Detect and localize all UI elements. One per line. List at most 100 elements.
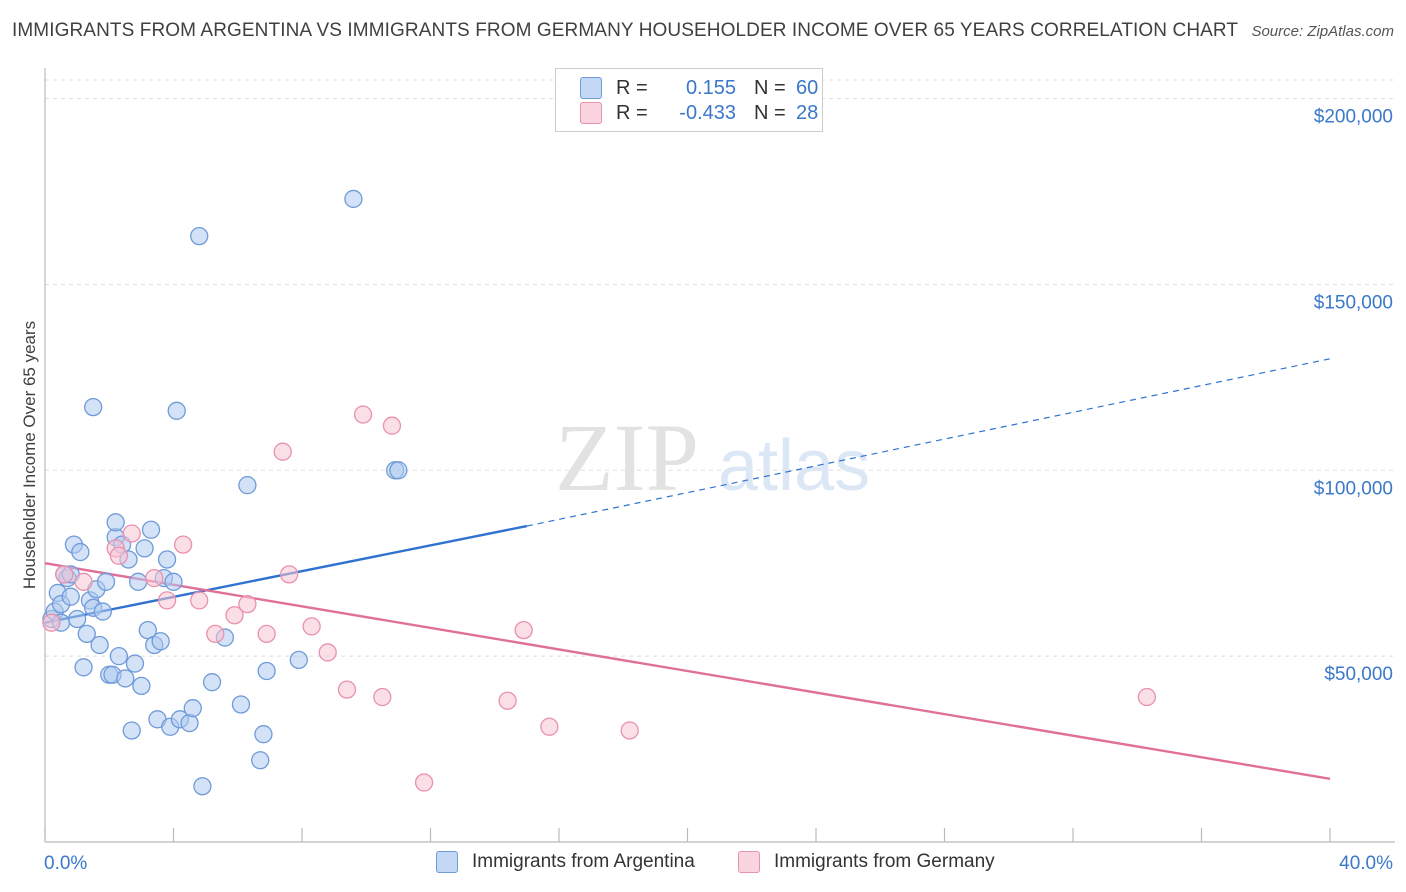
argentina-point bbox=[109, 646, 129, 666]
germany-point bbox=[173, 535, 193, 554]
argentina-trend-extension bbox=[526, 358, 1331, 527]
legend-swatch-argentina bbox=[580, 77, 602, 99]
argentina-point bbox=[84, 397, 103, 417]
argentina-point bbox=[90, 635, 109, 655]
argentina-point bbox=[344, 189, 363, 209]
source-label: Source: ZipAtlas.com bbox=[1251, 23, 1394, 40]
argentina-point bbox=[67, 609, 87, 629]
argentina-point bbox=[61, 587, 80, 606]
legend-swatch-germany bbox=[580, 102, 602, 124]
argentina-point bbox=[190, 226, 209, 246]
tick-labels: $50,000 $100,000 $150,000 $200,000 0.0% 40.0% bbox=[44, 107, 1393, 874]
argentina-point bbox=[132, 676, 151, 696]
series-legend-argentina: Immigrants from Argentina bbox=[436, 851, 695, 873]
x-tick-label: 40.0% bbox=[1339, 853, 1393, 874]
germany-point bbox=[55, 565, 74, 584]
legend-r-label: R = bbox=[616, 101, 648, 124]
germany-point bbox=[225, 606, 244, 625]
argentina-point bbox=[96, 572, 116, 591]
series-legend: Immigrants from Argentina Immigrants fro… bbox=[0, 851, 1406, 877]
argentina-point bbox=[93, 602, 112, 621]
x-tick-label: 0.0% bbox=[44, 853, 87, 874]
germany-point bbox=[122, 524, 141, 543]
series-legend-label-germany: Immigrants from Germany bbox=[774, 851, 995, 872]
argentina-point bbox=[106, 513, 125, 532]
germany-point bbox=[1137, 687, 1157, 707]
germany-point bbox=[382, 416, 402, 435]
legend-row-argentina: R = 0.155 N = 60 bbox=[580, 76, 818, 100]
argentina-point bbox=[289, 650, 308, 670]
argentina-point bbox=[71, 542, 90, 562]
legend-r-value-germany: -0.433 bbox=[679, 101, 736, 124]
argentina-point bbox=[74, 658, 93, 677]
argentina-point bbox=[125, 654, 145, 673]
germany-point bbox=[620, 721, 639, 740]
germany-point bbox=[514, 620, 533, 640]
y-tick-label: $50,000 bbox=[1324, 664, 1393, 685]
argentina-point bbox=[77, 624, 96, 643]
germany-point bbox=[206, 624, 225, 643]
germany-point bbox=[273, 442, 292, 461]
argentina-point bbox=[231, 695, 251, 714]
argentina-point bbox=[257, 661, 276, 681]
legend-n-label: N = bbox=[754, 101, 786, 124]
argentina-point bbox=[157, 550, 177, 569]
y-tick-label: $150,000 bbox=[1314, 292, 1393, 313]
germany-point bbox=[109, 546, 129, 565]
germany-point bbox=[257, 624, 276, 643]
watermark-zip: ZIP bbox=[555, 404, 699, 511]
argentina-point bbox=[151, 632, 170, 651]
argentina-point bbox=[167, 401, 186, 420]
argentina-point bbox=[183, 699, 202, 718]
germany-trend-line bbox=[44, 562, 1331, 780]
legend-r-value-argentina: 0.155 bbox=[685, 76, 736, 99]
argentina-point bbox=[180, 713, 199, 733]
argentina-point bbox=[202, 673, 222, 692]
argentina-point bbox=[135, 539, 154, 558]
argentina-point bbox=[193, 777, 212, 796]
y-tick-label: $100,000 bbox=[1314, 478, 1393, 499]
legend-n-value-germany: 28 bbox=[796, 101, 819, 124]
grid bbox=[45, 79, 1395, 657]
legend-n-value-argentina: 60 bbox=[796, 76, 819, 99]
legend-row-germany: R = -0.433 N = 28 bbox=[580, 101, 818, 125]
germany-point bbox=[42, 613, 61, 632]
series-swatch-argentina bbox=[436, 851, 458, 873]
germany-point bbox=[373, 687, 392, 707]
argentina-point bbox=[129, 572, 148, 591]
germany-point bbox=[337, 680, 357, 699]
argentina-point bbox=[251, 751, 270, 770]
legend-n-label: N = bbox=[754, 76, 786, 99]
argentina-point bbox=[254, 725, 273, 744]
germany-point bbox=[498, 691, 517, 710]
germany-point bbox=[157, 591, 177, 610]
germany-point bbox=[145, 568, 164, 588]
series-legend-label-argentina: Immigrants from Argentina bbox=[472, 851, 695, 872]
germany-point bbox=[238, 594, 257, 614]
y-tick-label: $200,000 bbox=[1314, 107, 1393, 128]
argentina-point bbox=[122, 721, 141, 740]
series-legend-germany: Immigrants from Germany bbox=[738, 851, 995, 873]
argentina-point bbox=[141, 520, 161, 539]
legend-r-label: R = bbox=[616, 76, 648, 99]
argentina-point bbox=[389, 461, 408, 480]
germany-point bbox=[353, 405, 373, 424]
germany-point bbox=[74, 572, 93, 591]
chart-title: IMMIGRANTS FROM ARGENTINA VS IMMIGRANTS … bbox=[12, 20, 1239, 41]
germany-point bbox=[302, 617, 321, 636]
watermark-atlas: atlas bbox=[718, 426, 870, 506]
germany-point bbox=[318, 643, 337, 662]
germany-point bbox=[414, 773, 434, 792]
germany-point bbox=[190, 591, 209, 610]
watermark: ZIP atlas bbox=[555, 404, 870, 511]
germany-point bbox=[540, 717, 559, 736]
germany-point bbox=[279, 565, 299, 584]
axes bbox=[44, 68, 1395, 843]
series-swatch-germany bbox=[738, 851, 760, 873]
stats-legend: R = 0.155 N = 60 R = -0.433 N = 28 bbox=[555, 68, 823, 132]
data-points bbox=[42, 189, 1157, 796]
argentina-point bbox=[116, 669, 135, 688]
argentina-point bbox=[238, 476, 257, 495]
argentina-point bbox=[164, 572, 183, 591]
